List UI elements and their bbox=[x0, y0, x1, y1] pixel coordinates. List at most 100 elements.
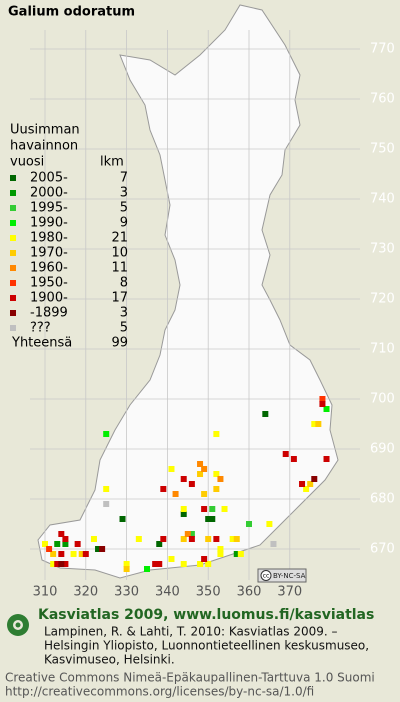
legend-count: 8 bbox=[120, 276, 128, 291]
observation-square bbox=[311, 421, 318, 427]
badge-text: BY-NC-SA bbox=[273, 572, 306, 580]
legend-count: 17 bbox=[111, 291, 128, 306]
observation-square bbox=[58, 531, 65, 537]
legend-swatch bbox=[10, 235, 16, 241]
observation-square bbox=[168, 556, 175, 562]
observation-square bbox=[217, 551, 224, 557]
total-count: 99 bbox=[111, 336, 128, 351]
observation-square bbox=[99, 546, 106, 552]
observation-square bbox=[233, 551, 240, 557]
legend-label: 1980- bbox=[30, 231, 68, 246]
observation-square bbox=[323, 406, 330, 412]
x-tick-label: 370 bbox=[277, 585, 302, 600]
observation-square bbox=[213, 431, 220, 437]
observation-square bbox=[152, 561, 159, 567]
cc-badge: cc BY-NC-SA bbox=[257, 568, 307, 583]
observation-square bbox=[180, 476, 187, 482]
citation-line: Helsingin Yliopisto, Luonnontieteellinen… bbox=[44, 639, 369, 653]
x-tick-label: 320 bbox=[73, 585, 98, 600]
observation-square bbox=[103, 431, 110, 437]
observation-square bbox=[74, 541, 81, 547]
observation-square bbox=[209, 506, 216, 512]
observation-square bbox=[184, 531, 191, 537]
y-tick-label: 680 bbox=[370, 492, 395, 507]
observation-square bbox=[217, 476, 224, 482]
y-tick-label: 670 bbox=[370, 542, 395, 557]
observation-square bbox=[62, 561, 69, 567]
legend-count: 7 bbox=[120, 171, 128, 186]
observation-square bbox=[123, 566, 130, 572]
y-tick-label: 690 bbox=[370, 442, 395, 457]
badge-icon bbox=[260, 570, 272, 581]
observation-square bbox=[62, 541, 69, 547]
legend-heading: Uusimman bbox=[10, 123, 80, 138]
observation-square bbox=[156, 541, 163, 547]
observation-square bbox=[50, 551, 57, 557]
brand: Kasviatlas 2009, www.luomus.fi/kasviatla… bbox=[38, 607, 374, 623]
observation-square bbox=[213, 536, 220, 542]
observation-square bbox=[197, 471, 204, 477]
legend-count: 11 bbox=[111, 261, 128, 276]
observation-square bbox=[282, 451, 289, 457]
legend-count-heading: lkm bbox=[100, 155, 124, 170]
legend-label: 1960- bbox=[30, 261, 68, 276]
observation-square bbox=[188, 481, 195, 487]
observation-square bbox=[70, 551, 77, 557]
observation-square bbox=[307, 481, 314, 487]
observation-square bbox=[213, 486, 220, 492]
observation-square bbox=[160, 486, 167, 492]
observation-square bbox=[319, 401, 326, 407]
observation-square bbox=[323, 456, 330, 462]
title: Galium odoratum bbox=[8, 5, 135, 20]
observation-square bbox=[201, 491, 208, 497]
license-line: Creative Commons Nimeä-Epäkaupallinen-Ta… bbox=[5, 671, 375, 685]
observation-square bbox=[103, 486, 110, 492]
observation-square bbox=[46, 546, 53, 552]
observation-square bbox=[82, 551, 89, 557]
observation-square bbox=[201, 466, 208, 472]
observation-square bbox=[119, 516, 126, 522]
legend-label: ??? bbox=[30, 321, 51, 336]
legend-count: 3 bbox=[120, 306, 128, 321]
observation-square bbox=[221, 506, 228, 512]
citation-line: Kasvimuseo, Helsinki. bbox=[44, 653, 175, 667]
observation-square bbox=[144, 566, 150, 572]
observation-square bbox=[123, 561, 130, 567]
y-tick-label: 730 bbox=[370, 242, 395, 257]
y-tick-label: 700 bbox=[370, 392, 395, 407]
x-tick-label: 350 bbox=[196, 585, 221, 600]
legend-swatch bbox=[10, 280, 16, 286]
observation-square bbox=[229, 536, 236, 542]
observation-square bbox=[172, 491, 179, 497]
observation-square bbox=[180, 561, 187, 567]
observation-square bbox=[95, 546, 102, 552]
observation-square bbox=[54, 541, 61, 547]
observation-square bbox=[180, 511, 187, 517]
legend-swatch bbox=[10, 265, 16, 271]
legend-count: 3 bbox=[120, 186, 128, 201]
y-tick-label: 720 bbox=[370, 292, 395, 307]
observation-square bbox=[270, 541, 277, 547]
observation-square bbox=[217, 546, 224, 552]
legend-count: 10 bbox=[111, 246, 128, 261]
legend-swatch bbox=[10, 205, 16, 211]
legend-swatch bbox=[10, 310, 16, 316]
y-tick-label: 750 bbox=[370, 142, 395, 157]
y-tick-label: 740 bbox=[370, 192, 395, 207]
observation-square bbox=[188, 531, 195, 537]
legend-label: -1899 bbox=[30, 306, 68, 321]
legend-label: 1995- bbox=[30, 201, 68, 216]
observation-square bbox=[180, 506, 187, 512]
legend-swatch bbox=[10, 325, 16, 331]
observation-square bbox=[233, 536, 240, 542]
observation-square bbox=[188, 536, 195, 542]
y-tick-label: 770 bbox=[370, 42, 395, 57]
observation-square bbox=[266, 521, 273, 527]
legend-count: 21 bbox=[111, 231, 128, 246]
observation-square bbox=[90, 536, 97, 542]
license-line: http://creativecommons.org/licenses/by-n… bbox=[5, 685, 314, 699]
observation-square bbox=[168, 466, 175, 472]
legend-heading: havainnon bbox=[10, 139, 78, 154]
observation-square bbox=[205, 536, 212, 542]
observation-square bbox=[237, 551, 244, 557]
